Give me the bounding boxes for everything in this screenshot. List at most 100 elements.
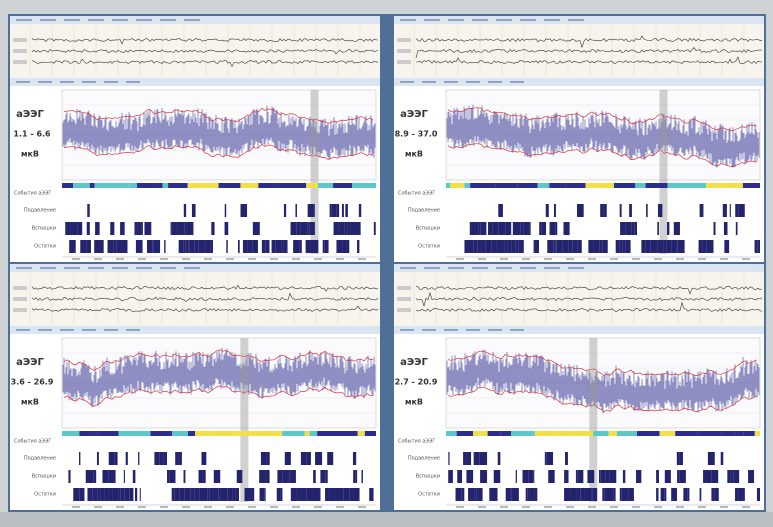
menu-item <box>184 267 200 269</box>
menu-item <box>38 329 52 331</box>
menu-item <box>126 329 140 331</box>
burst-bar <box>188 240 190 253</box>
burst-bar <box>295 204 297 217</box>
burst-bar <box>313 470 316 483</box>
burst-bar <box>134 222 138 235</box>
burst-bar <box>307 222 310 235</box>
burst-bar <box>144 222 152 235</box>
time-tick <box>654 258 662 260</box>
menu-item <box>126 81 140 83</box>
burst-bar <box>575 470 578 483</box>
eeg-trace <box>415 56 763 64</box>
event-segment <box>62 431 80 436</box>
aeeg-label: аЭЭГ <box>16 357 44 368</box>
eeg-trace <box>415 47 763 59</box>
menu-item <box>466 81 480 83</box>
burst-bar <box>207 488 210 501</box>
burst-bar <box>733 470 740 483</box>
eeg-trace <box>31 292 379 302</box>
menu-item <box>422 329 436 331</box>
menu-item <box>184 19 200 21</box>
time-tick <box>336 506 344 508</box>
burst-bar <box>284 452 291 465</box>
time-tick <box>358 258 366 260</box>
burst-bar <box>94 240 101 253</box>
time-tick <box>698 258 706 260</box>
burst-bar <box>290 488 297 501</box>
event-segment <box>282 431 305 436</box>
burst-bar <box>666 222 670 235</box>
event-segment <box>187 431 196 436</box>
burst-bar <box>335 488 338 501</box>
menu-item <box>82 81 96 83</box>
aeeg-range: 1.1 - 6.6 <box>13 130 51 139</box>
burst-bar <box>666 240 672 253</box>
event-segment <box>757 183 760 188</box>
burst-bar <box>183 204 187 217</box>
burst-bar <box>527 488 530 501</box>
burst-bar <box>711 488 715 501</box>
events-label: События аЭЭГ <box>14 439 51 445</box>
burst-bar <box>660 488 665 501</box>
burst-bar <box>757 240 760 253</box>
event-segment <box>317 183 334 188</box>
menu-bar <box>10 326 380 334</box>
burst-bar <box>748 470 755 483</box>
burst-bar <box>154 452 160 465</box>
burst-bar <box>512 488 519 501</box>
burst-bar <box>329 488 336 501</box>
burst-bar <box>529 488 535 501</box>
time-tick <box>478 258 486 260</box>
menu-item <box>472 19 488 21</box>
burst-bar <box>174 488 180 501</box>
monitor-base <box>0 512 773 527</box>
burst-bar <box>663 240 667 253</box>
burst-bar <box>87 204 90 217</box>
burst-bar <box>184 222 187 235</box>
menu-item <box>544 267 560 269</box>
burst-bar <box>349 488 354 501</box>
burst-bar <box>533 470 535 483</box>
burst-bar <box>329 204 332 217</box>
event-segment <box>97 431 119 436</box>
time-tick <box>182 506 190 508</box>
aeeg-trace <box>62 105 376 160</box>
menu-item <box>104 329 118 331</box>
burst-bar <box>341 204 344 217</box>
burst-bar <box>742 488 745 501</box>
menu-item <box>60 81 74 83</box>
burst-bar <box>656 488 659 501</box>
burst-bar <box>577 470 584 483</box>
burst-bar <box>132 470 136 483</box>
menu-item <box>544 19 560 21</box>
burst-bar <box>300 222 308 235</box>
burst-bar <box>620 222 626 235</box>
event-segment <box>596 183 614 188</box>
burst-bar <box>534 240 540 253</box>
burst-bar <box>184 488 191 501</box>
burst-bar <box>671 488 677 501</box>
burst-bar <box>73 488 80 501</box>
burst-bar <box>498 222 506 235</box>
event-segment <box>289 183 307 188</box>
event-segment <box>258 183 278 188</box>
burst-bar <box>735 488 739 501</box>
burst-bar <box>87 488 93 501</box>
event-segment <box>162 183 169 188</box>
burst-bar <box>235 488 239 501</box>
event-segment <box>357 431 365 436</box>
burst-bar <box>135 240 141 253</box>
burst-bar <box>448 470 453 483</box>
burst-bar <box>320 470 326 483</box>
burst-bar <box>555 240 557 253</box>
burst-bar <box>522 470 529 483</box>
burst-bar <box>198 470 203 483</box>
burst-bar <box>602 240 608 253</box>
event-segment <box>238 431 262 436</box>
event-segment <box>456 431 466 436</box>
burst-bar <box>600 470 604 483</box>
menu-bar <box>394 78 764 86</box>
burst-bar <box>93 470 97 483</box>
menu-item <box>466 329 480 331</box>
aeeg-envelope <box>447 107 758 132</box>
